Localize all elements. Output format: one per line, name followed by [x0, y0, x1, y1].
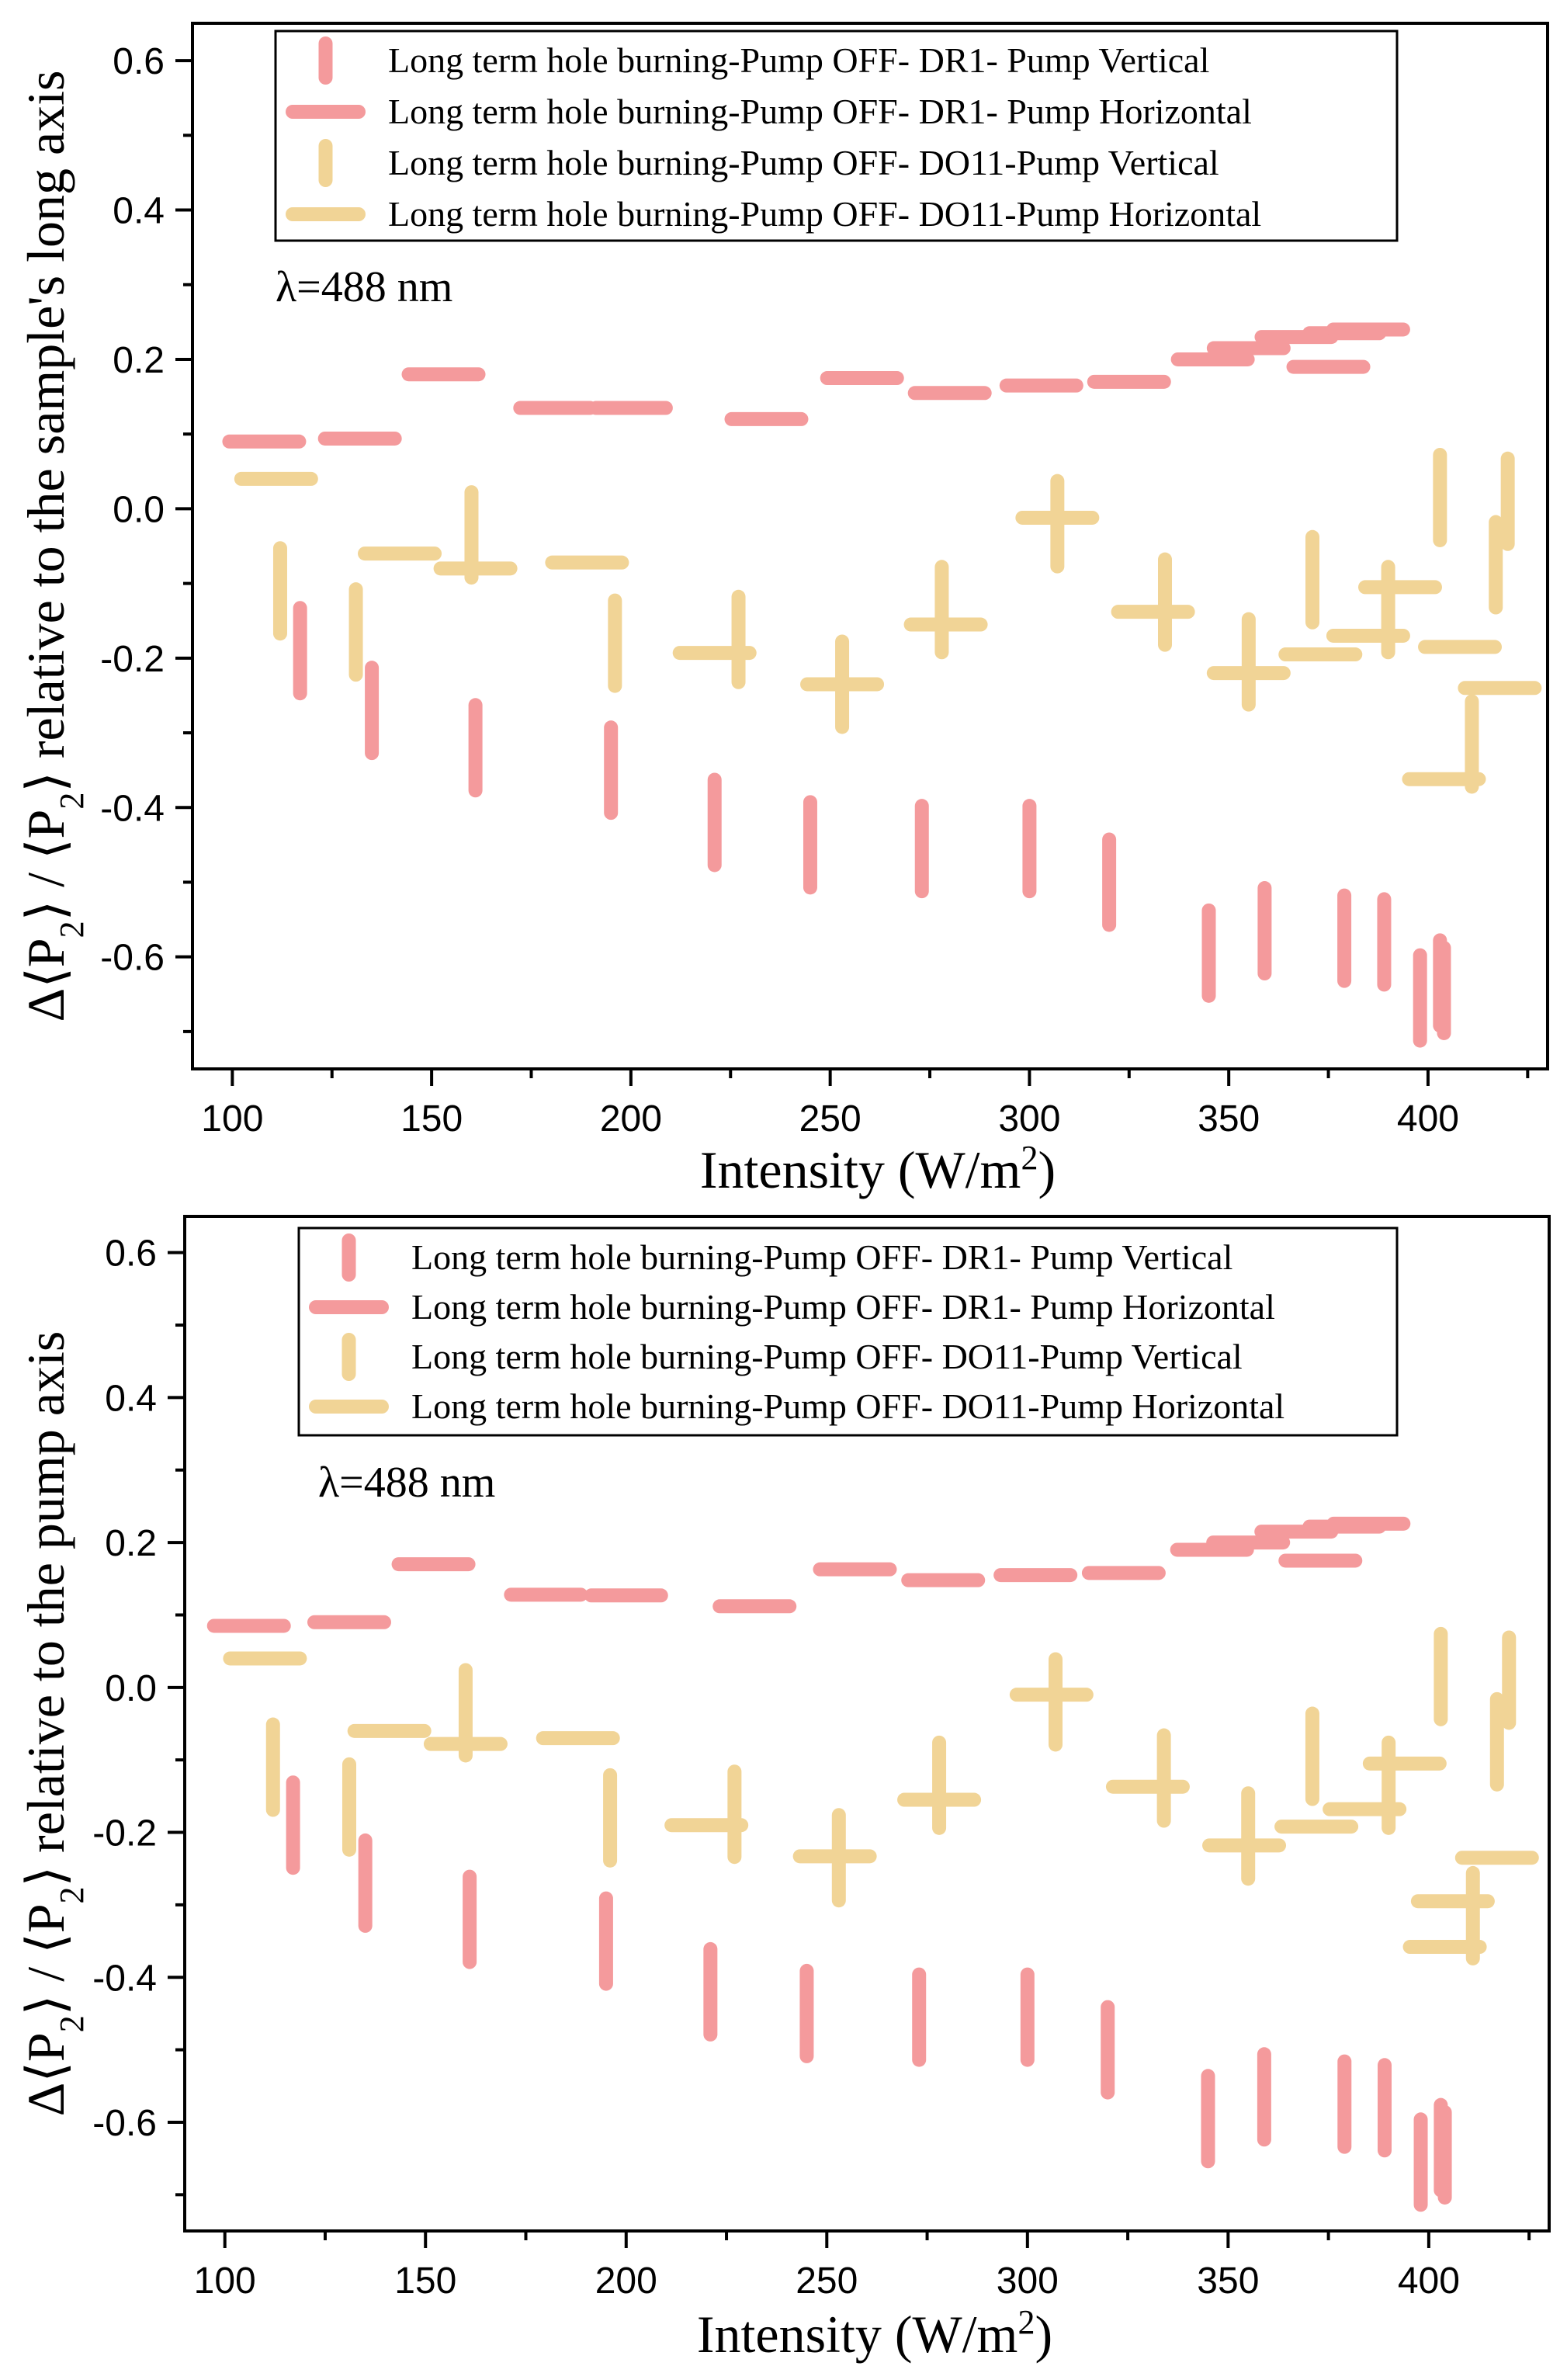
x-tick-label: 350 — [1197, 2260, 1259, 2302]
series-0 — [286, 1775, 1452, 2212]
y-tick-label: 0.0 — [105, 1668, 157, 1709]
legend-box — [297, 1226, 1399, 1437]
y-tick-label: -0.4 — [100, 788, 165, 829]
x-tick-label: 300 — [998, 1098, 1060, 1140]
legend-label: Long term hole burning-Pump OFF- DR1- Pu… — [388, 92, 1252, 131]
y-axis-title: Δ⟨P2⟩ / ⟨P2⟩ relative to the pump axis — [16, 1331, 91, 2117]
legend-box — [274, 29, 1399, 242]
legend: Long term hole burning-Pump OFF- DR1- Pu… — [297, 1226, 1399, 1437]
y-tick-label: -0.6 — [92, 2103, 157, 2144]
y-tick-label: 0.4 — [113, 191, 165, 232]
x-axis-title: Intensity (W/m2) — [697, 2303, 1052, 2364]
wavelength-annotation: λ=488 nm — [318, 1459, 495, 1507]
plot-frame — [191, 22, 1549, 1070]
x-tick-label: 400 — [1398, 2260, 1460, 2302]
top-panel: 100 150 200 250 300 350 400 0.6 0.4 0.2 0.0 -0.2 -0.… — [16, 22, 1549, 1200]
legend: Long term hole burning-Pump OFF- DR1- Pu… — [274, 29, 1399, 242]
series-3 — [223, 1651, 1539, 1955]
x-tick-label: 100 — [201, 1098, 263, 1140]
y-tick-label: 0.4 — [105, 1378, 157, 1419]
x-tick-label: 150 — [400, 1098, 463, 1140]
series-1 — [222, 322, 1410, 449]
plot-frame — [183, 1215, 1551, 2233]
y-tick-label: -0.2 — [100, 639, 165, 680]
x-axis-title: Intensity (W/m2) — [700, 1139, 1056, 1200]
y-tick-label: 0.0 — [113, 489, 165, 530]
y-tick-label: 0.6 — [105, 1233, 157, 1275]
x-tick-label: 200 — [600, 1098, 662, 1140]
series-3 — [234, 471, 1542, 786]
y-tick-label: -0.4 — [92, 1958, 157, 1999]
y-tick-label: -0.6 — [100, 938, 165, 979]
series-2 — [265, 1626, 1517, 1965]
x-tick-label: 250 — [796, 2260, 858, 2302]
legend-label: Long term hole burning-Pump OFF- DR1- Pu… — [388, 40, 1209, 80]
x-tick-label: 150 — [394, 2260, 456, 2302]
y-axis-title: Δ⟨P2⟩ / ⟨P2⟩ relative to the sample's lo… — [16, 71, 91, 1022]
legend-label: Long term hole burning-Pump OFF- DO11-Pu… — [411, 1386, 1284, 1426]
y-tick-label: 0.2 — [113, 340, 165, 381]
x-tick-label: 250 — [799, 1098, 862, 1140]
x-tick-label: 200 — [595, 2260, 657, 2302]
y-tick-label: 0.6 — [113, 41, 165, 82]
legend-label: Long term hole burning-Pump OFF- DO11-Pu… — [411, 1337, 1243, 1376]
x-tick-label: 100 — [194, 2260, 256, 2302]
y-tick-label: -0.2 — [92, 1813, 157, 1854]
series-0 — [293, 601, 1451, 1048]
legend-label: Long term hole burning-Pump OFF- DR1- Pu… — [411, 1237, 1232, 1277]
series-1 — [206, 1516, 1411, 1633]
x-tick-label: 400 — [1397, 1098, 1459, 1140]
legend-label: Long term hole burning-Pump OFF- DO11-Pu… — [388, 143, 1219, 182]
legend-label: Long term hole burning-Pump OFF- DO11-Pu… — [388, 194, 1261, 234]
x-tick-label: 350 — [1198, 1098, 1260, 1140]
bottom-panel: 100 150 200 250 300 350 400 0.6 0.4 0.2 0.0 -0.2 -0.… — [16, 1215, 1551, 2364]
series-2 — [272, 447, 1515, 794]
wavelength-annotation: λ=488 nm — [276, 263, 452, 311]
legend-label: Long term hole burning-Pump OFF- DR1- Pu… — [411, 1287, 1275, 1327]
y-tick-label: 0.2 — [105, 1523, 157, 1564]
x-tick-label: 300 — [997, 2260, 1059, 2302]
